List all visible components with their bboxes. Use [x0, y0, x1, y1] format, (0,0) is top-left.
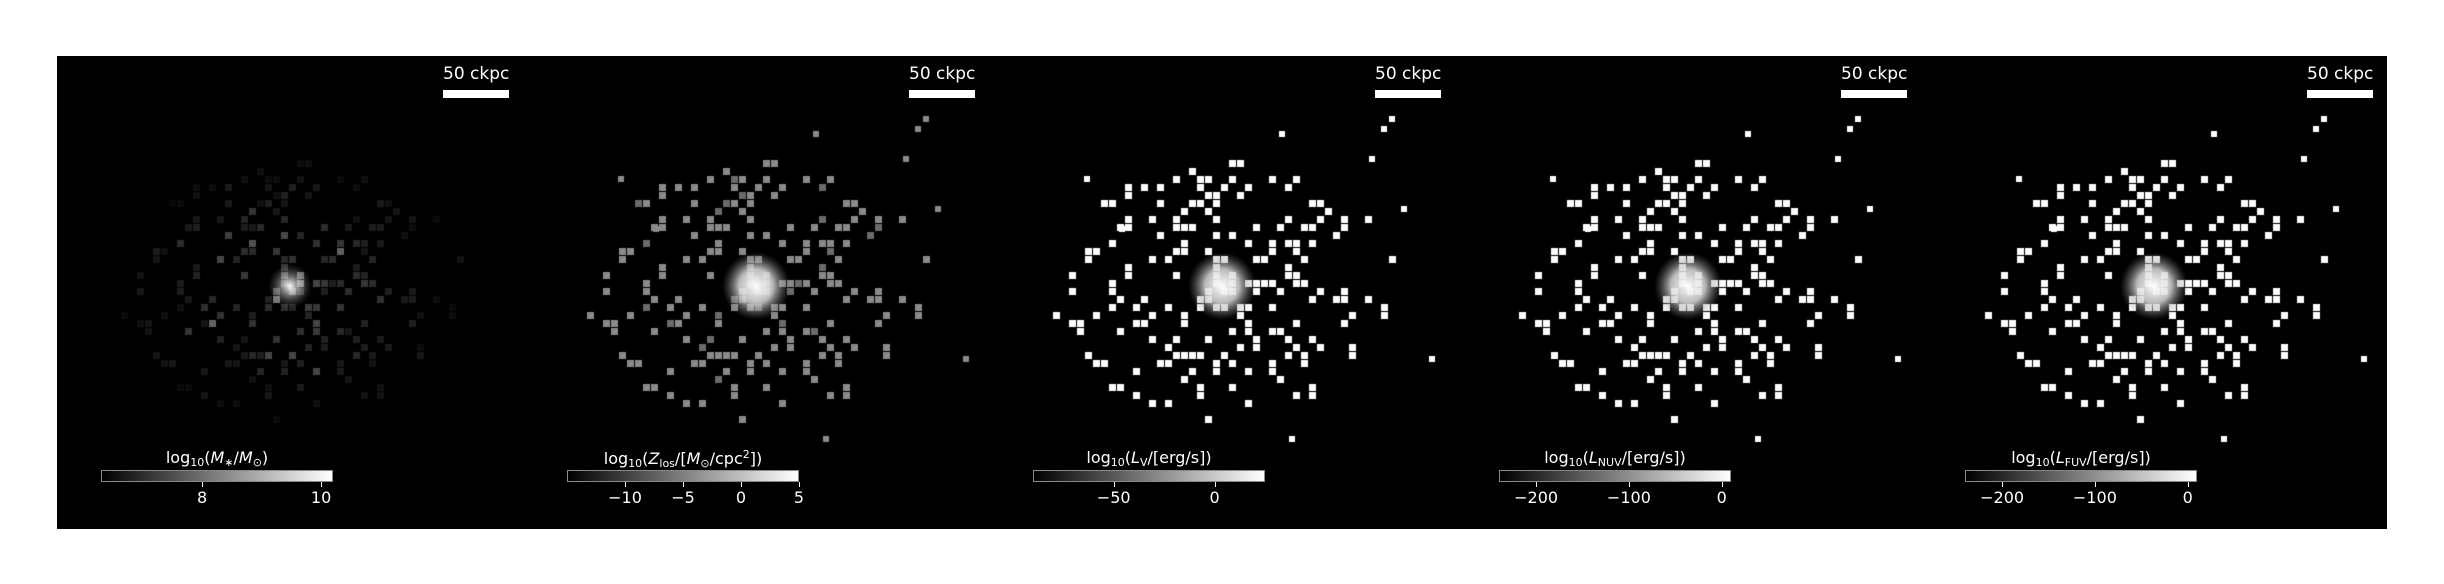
- colorbar-tick-label: −200: [1514, 488, 1559, 507]
- colorbar-title: log10(Zlos/[M⊙/cpc2]): [603, 448, 763, 470]
- colorbar: [567, 470, 799, 482]
- colorbar-tick: [2187, 482, 2189, 487]
- metallicity-map-image: [523, 56, 989, 529]
- colorbar-tick: [2002, 482, 2004, 487]
- colorbar-tick: [799, 482, 800, 487]
- colorbar-tick: [2094, 482, 2096, 487]
- colorbar-title: log10(LNUV/[erg/s]): [1544, 448, 1686, 469]
- colorbar-tick-label: 8: [197, 488, 208, 507]
- colorbar-tick-label: −50: [1096, 488, 1131, 507]
- scalebar-label: 50 ckpc: [1375, 64, 1442, 84]
- stellar-mass-map-image: [57, 56, 523, 529]
- fuv-map-panel: 50 ckpc log10(LFUV/[erg/s]) −200 −100 0: [1921, 56, 2387, 529]
- colorbar-tick-label: 10: [310, 488, 332, 507]
- stellar-mass-map-panel: 50 ckpc log10(M∗/M⊙) 8 10: [57, 56, 523, 529]
- metallicity-map-panel: 50 ckpc log10(Zlos/[M⊙/cpc2]) −10 −5 0 5: [523, 56, 989, 529]
- colorbar-title: log10(LFUV/[erg/s]): [2011, 448, 2151, 469]
- colorbar-tick-label: 0: [735, 488, 747, 507]
- v-band-map-image: [989, 56, 1455, 529]
- colorbar: [1499, 470, 1731, 482]
- scalebar-label: 50 ckpc: [909, 64, 976, 84]
- scalebar: [909, 90, 975, 98]
- colorbar-tick-label: −10: [608, 488, 642, 507]
- colorbar-tick-label: −200: [1980, 488, 2025, 507]
- colorbar: [1033, 470, 1265, 482]
- colorbar-tick-label: −100: [2072, 488, 2117, 507]
- colorbar-tick: [1721, 482, 1723, 487]
- scalebar: [1375, 90, 1441, 98]
- colorbar: [1965, 470, 2197, 482]
- scalebar-label: 50 ckpc: [443, 64, 510, 84]
- colorbar-tick: [625, 482, 626, 487]
- colorbar-tick: [741, 482, 742, 487]
- scalebar: [2307, 90, 2373, 98]
- colorbar-tick-label: 0: [1716, 488, 1727, 507]
- v-band-map-panel: 50 ckpc log10(LV/[erg/s]) −50 0: [989, 56, 1455, 529]
- colorbar-tick: [321, 482, 323, 487]
- colorbar-tick: [1628, 482, 1630, 487]
- colorbar-title: log10(LV/[erg/s]): [1086, 448, 1212, 469]
- colorbar-tick-label: 0: [1209, 488, 1220, 507]
- colorbar-tick-label: −100: [1606, 488, 1651, 507]
- colorbar-tick: [1214, 482, 1216, 487]
- colorbar-title: log10(M∗/M⊙): [165, 448, 269, 469]
- nuv-map-panel: 50 ckpc log10(LNUV/[erg/s]) −200 −100 0: [1455, 56, 1921, 529]
- scalebar: [443, 90, 509, 98]
- colorbar-tick: [683, 482, 684, 487]
- colorbar: [101, 470, 333, 482]
- scalebar: [1841, 90, 1907, 98]
- colorbar-tick-label: 5: [793, 488, 805, 507]
- colorbar-tick: [202, 482, 204, 487]
- scalebar-label: 50 ckpc: [1841, 64, 1908, 84]
- colorbar-tick-label: 0: [2182, 488, 2193, 507]
- colorbar-tick-label: −5: [671, 488, 695, 507]
- nuv-map-image: [1455, 56, 1921, 529]
- colorbar-tick: [1113, 482, 1115, 487]
- fuv-map-image: [1921, 56, 2387, 529]
- colorbar-tick: [1536, 482, 1538, 487]
- scalebar-label: 50 ckpc: [2307, 64, 2374, 84]
